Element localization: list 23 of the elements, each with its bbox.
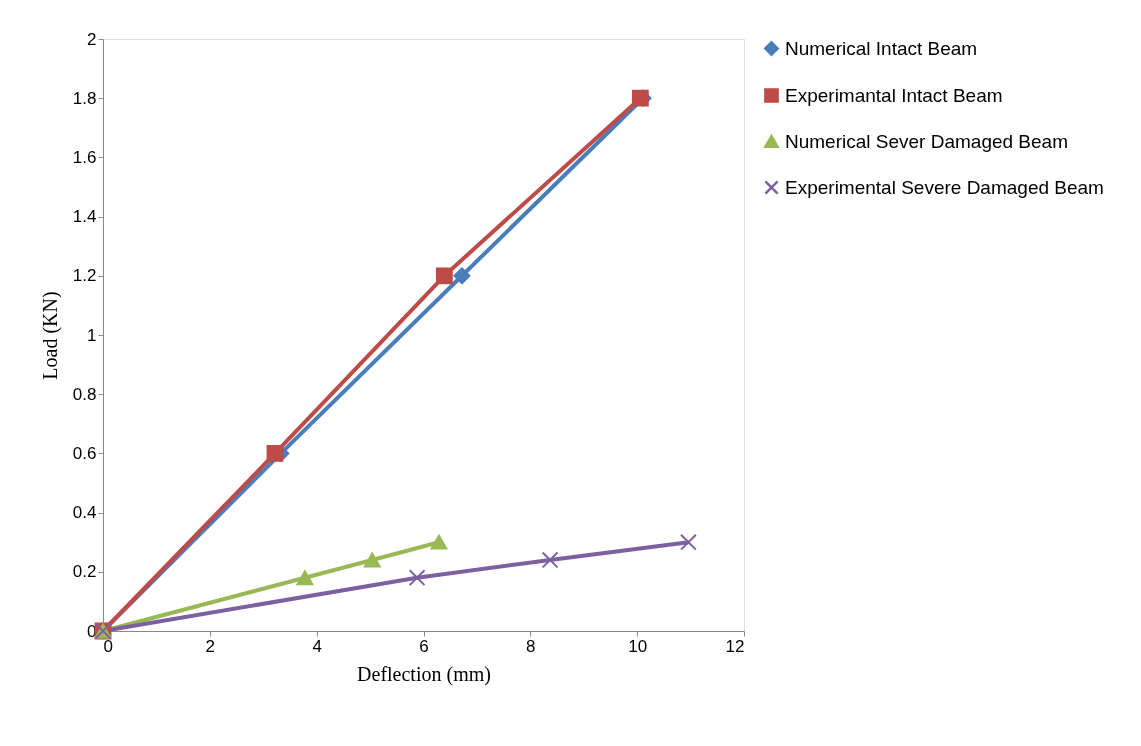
legend-label: Experimantal Intact Beam: [785, 84, 1003, 106]
x-tick-label: 6: [419, 636, 429, 656]
x-axis-title: Deflection (mm): [357, 662, 491, 686]
x-tick-label: 10: [628, 636, 648, 656]
y-tick-label: 0.6: [72, 443, 97, 463]
legend-label: Experimental Severe Damaged Beam: [785, 176, 1104, 198]
y-tick-label: 1: [87, 325, 97, 345]
legend-label: Numerical Intact Beam: [785, 37, 978, 59]
y-tick-label: 0.2: [72, 562, 97, 582]
y-tick-label: 1.2: [72, 266, 97, 286]
y-tick-label: 1.4: [72, 207, 97, 227]
y-axis-title: Load (KN): [38, 291, 62, 380]
y-tick-label: 2: [87, 29, 97, 49]
x-tick-label: 4: [312, 636, 322, 656]
y-tick-label: 0.4: [72, 503, 97, 523]
legend-label: Numerical Sever Damaged Beam: [785, 130, 1069, 152]
x-tick-label: 2: [205, 636, 216, 656]
y-tick-label: 0.8: [72, 384, 97, 404]
x-tick-label: 0: [103, 636, 113, 656]
x-tick-label: 12: [725, 636, 745, 656]
y-tick-label: 1.6: [72, 147, 97, 167]
y-tick-label: 1.8: [72, 88, 97, 108]
x-tick-label: 8: [526, 636, 536, 656]
